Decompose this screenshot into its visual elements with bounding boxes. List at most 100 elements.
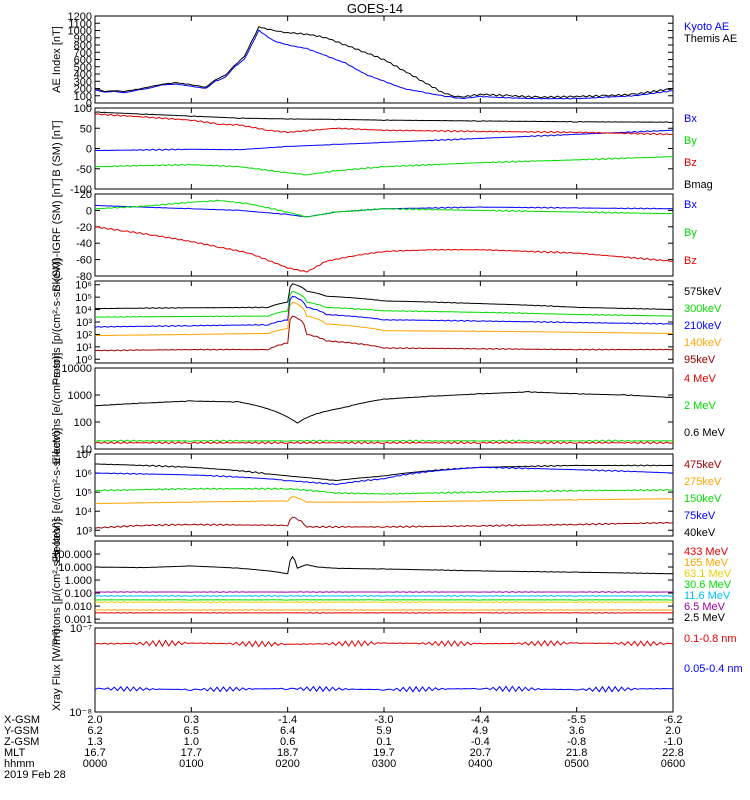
y-tick-label: 10⁰ — [75, 354, 92, 366]
legend-entry: 4 MeV — [684, 373, 716, 385]
footer-value: 16.7 — [84, 747, 105, 759]
footer-value: 0500 — [564, 758, 588, 770]
footer-value: 2.0 — [665, 725, 680, 737]
panel-5: 10³ 10⁴ 10⁵ 10⁶ 10⁷ Electrons [e/(cm²-s-sr-ke… — [51, 428, 722, 562]
footer-value: -5.5 — [567, 714, 586, 726]
legend-entry: Bz — [684, 255, 697, 267]
y-tick-label: 1000 — [68, 390, 92, 402]
legend-entry: By — [684, 135, 697, 147]
y-tick-label: 50 — [80, 123, 92, 135]
y-tick-label: 10⁵ — [75, 292, 92, 304]
footer-value: 0.3 — [184, 714, 199, 726]
footer-value: -1.0 — [664, 736, 683, 748]
y-tick-label: 100 — [74, 417, 92, 429]
series-line-kyoto-ae — [94, 29, 673, 100]
y-tick-label: -60 — [76, 255, 92, 267]
y-tick-label: 0.010 — [64, 601, 92, 613]
panel-frame — [94, 627, 674, 713]
footer-value: 6.2 — [87, 725, 102, 737]
panel-frame — [94, 367, 674, 450]
series-line-bmag — [94, 111, 674, 124]
chart-title: GOES-14 — [346, 1, 404, 16]
footer-value: -4.4 — [471, 714, 490, 726]
footer-value: -3.0 — [375, 714, 394, 726]
series-line-2-mev — [94, 439, 673, 443]
panel-frame — [94, 193, 674, 277]
legend-entry: 11.6 MeV — [684, 590, 731, 602]
y-tick-label: 0 — [86, 205, 92, 217]
y-tick-label: 10.000 — [58, 562, 92, 574]
legend-entry: 40keV — [684, 527, 716, 539]
date-label: 2019 Feb 28 — [4, 769, 66, 781]
footer-value: 0300 — [372, 758, 396, 770]
legend-entry: Bmag — [684, 179, 713, 191]
footer-value: 4.9 — [473, 725, 488, 737]
y-tick-label: 10000 — [61, 363, 92, 375]
series-line-300kev — [94, 290, 674, 318]
y-tick-label: -50 — [76, 164, 92, 176]
legend-entry: 63.1 MeV — [684, 568, 732, 580]
y-axis-label: B (SM)-IGRF (SM) [nT] — [51, 178, 63, 291]
footer-value: 17.7 — [181, 747, 202, 759]
y-tick-label: 10⁶ — [75, 468, 92, 480]
footer-value: 0100 — [179, 758, 203, 770]
series-line-4-mev — [94, 441, 674, 445]
y-tick-label: 10⁷ — [76, 449, 92, 461]
y-tick-label: 0 — [86, 98, 92, 110]
panel-7: 10⁻⁸ 10⁻⁷ Xray Flux [W/m²] 0.1-0.8 nm 0.05-0… — [51, 623, 743, 719]
series-line-165-mev — [94, 608, 673, 612]
footer-value: 0.6 — [280, 736, 295, 748]
series-line-0-05-0-4-nm — [94, 685, 674, 693]
y-tick-label: 100.000 — [52, 549, 92, 561]
y-tick-label: 0 — [86, 144, 92, 156]
legend-entry: 575keV — [684, 286, 722, 298]
legend-entry: Bz — [684, 157, 697, 169]
panel-6: 0.0010.0100.1001.00010.000100.000Protons… — [51, 519, 732, 646]
legend-entry: 0.05-0.4 nm — [684, 663, 743, 675]
y-tick-label: 10⁴ — [75, 305, 92, 317]
y-tick-label: 1100 — [68, 18, 92, 30]
legend-entry: 275keV — [684, 476, 722, 488]
series-line-2-5-mev — [95, 555, 674, 575]
legend-entry: 210keV — [684, 320, 722, 332]
footer-value: 0200 — [275, 758, 299, 770]
series-line-0-6-mev — [94, 390, 674, 424]
y-axis-label: Protons [p/(cm²-s-sr-keV)] — [51, 519, 63, 646]
y-tick-label: 700 — [74, 47, 92, 59]
series-line-210kev — [94, 295, 674, 328]
footer-value: 3.6 — [569, 725, 584, 737]
y-tick-label: 10 — [80, 444, 92, 456]
y-tick-label: 10³ — [76, 525, 92, 537]
series-line-bx — [94, 129, 673, 152]
series-line-475kev — [94, 516, 674, 529]
series-line-themis-ae — [94, 26, 674, 99]
y-tick-label: 10³ — [76, 317, 92, 329]
y-tick-label: 0.100 — [64, 588, 92, 600]
series-line-0-1-0-8-nm — [94, 639, 674, 648]
panel-frame — [94, 540, 674, 624]
footer-value: 18.7 — [277, 747, 298, 759]
y-tick-label: 10⁵ — [75, 487, 92, 499]
y-tick-label: -40 — [76, 238, 92, 250]
legend-entry: 75keV — [684, 510, 716, 522]
y-tick-label: 600 — [74, 55, 92, 67]
y-tick-label: 100 — [74, 103, 92, 115]
series-line-by — [94, 199, 674, 218]
legend-entry: By — [684, 227, 697, 239]
y-tick-label: 20 — [80, 189, 92, 201]
y-tick-label: 100 — [74, 91, 92, 103]
footer-row-label: X-GSM — [4, 714, 40, 726]
series-line-575kev — [94, 283, 674, 311]
footer-value: 22.8 — [662, 747, 683, 759]
series-line-75kev — [94, 466, 674, 486]
legend-entry: 2.5 MeV — [684, 612, 726, 624]
footer-value: 6.4 — [280, 725, 295, 737]
y-tick-label: 900 — [74, 33, 92, 45]
footer-value: 21.8 — [566, 747, 587, 759]
footer-value: 0000 — [83, 758, 107, 770]
footer-value: 5.9 — [376, 725, 391, 737]
panel-1: -100 -50 0 50 100 B (SM) [nT] Bx By Bz Bmag — [51, 103, 713, 196]
